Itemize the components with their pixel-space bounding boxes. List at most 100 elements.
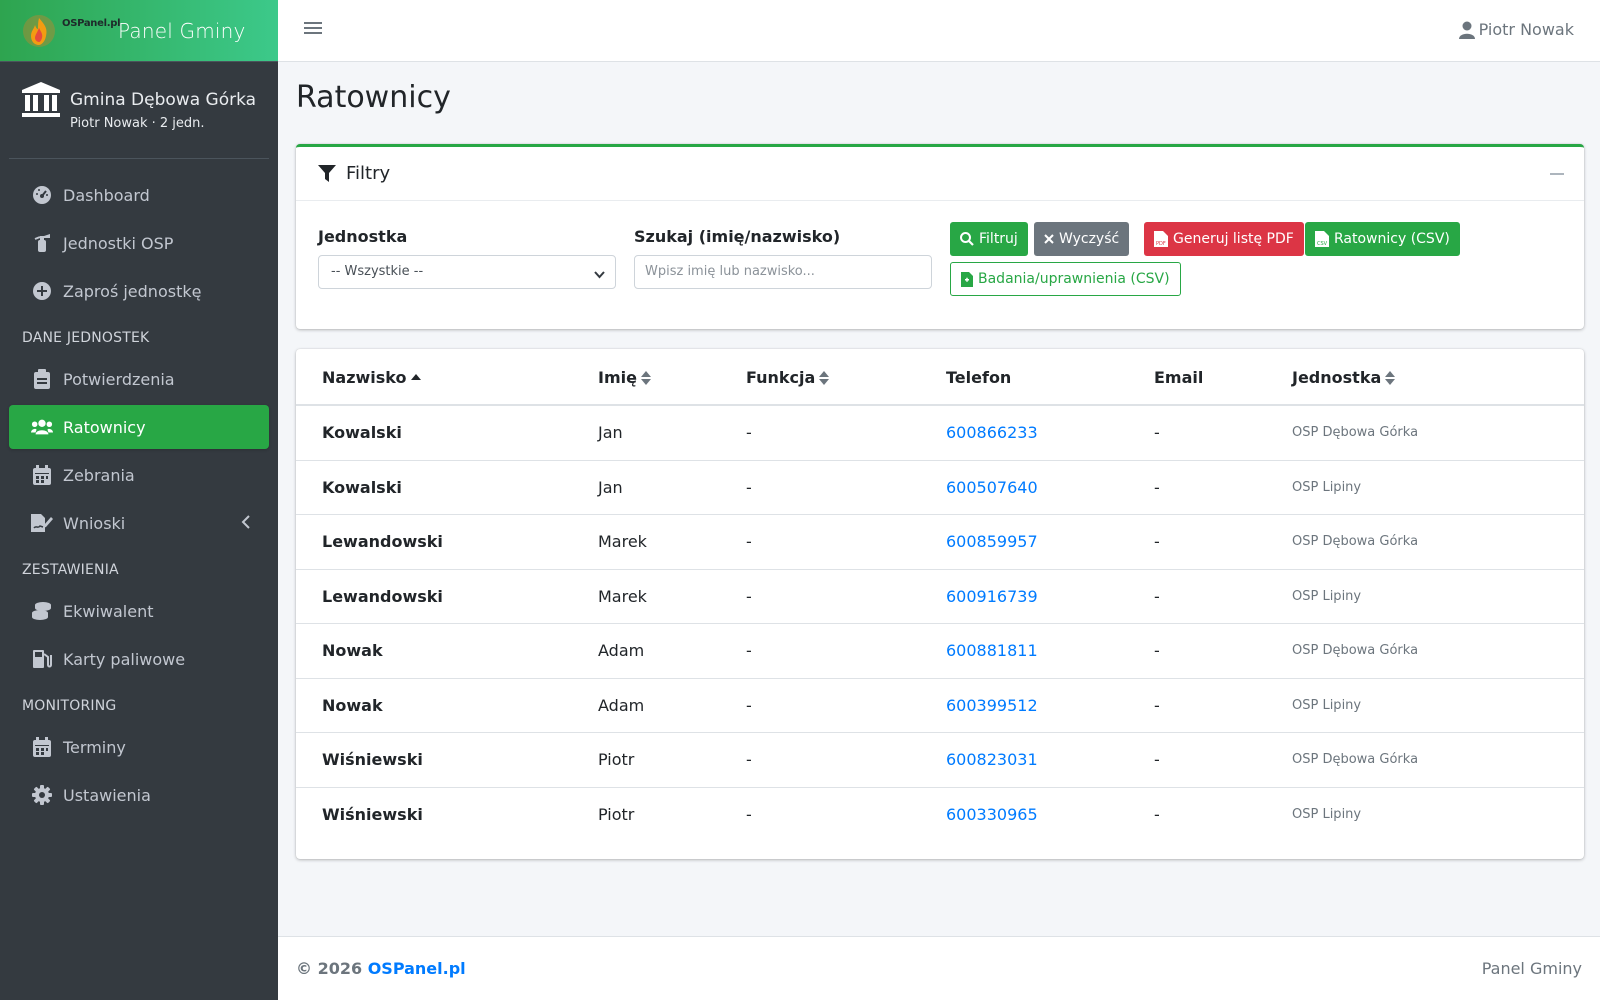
calendar-icon	[31, 464, 53, 486]
sidebar-item-label: Zaproś jednostkę	[63, 281, 202, 301]
col-funkcja-label: Funkcja	[746, 368, 816, 387]
filter-button-label: Filtruj	[979, 231, 1018, 247]
search-placeholder: Wpisz imię lub nazwisko...	[645, 264, 815, 279]
generate-pdf-label: Generuj listę PDF	[1173, 231, 1294, 247]
collapse-minus-icon[interactable]	[1550, 173, 1564, 175]
gas-pump-icon	[31, 648, 53, 670]
brand-title: Panel Gminy	[118, 18, 246, 43]
cell-telefon[interactable]: 600330965	[946, 804, 1038, 824]
sidebar-item-ekwiwalent[interactable]: Ekwiwalent	[9, 589, 269, 633]
cell-jednostka: OSP Dębowa Górka	[1292, 534, 1419, 549]
jednostka-select-value: -- Wszystkie --	[331, 264, 424, 279]
coins-icon	[31, 600, 53, 622]
sidebar-item-zapros[interactable]: Zaproś jednostkę	[9, 269, 269, 313]
hamburger-menu-icon[interactable]	[304, 20, 326, 42]
table-header: Nazwisko Imię Funkcja Telefon Email Jedn…	[296, 349, 1584, 406]
user-icon	[1458, 21, 1475, 39]
cell-email: -	[1154, 750, 1160, 769]
cell-jednostka: OSP Lipiny	[1292, 588, 1362, 604]
generate-pdf-button[interactable]: PDF Generuj listę PDF	[1144, 222, 1304, 256]
sidebar-item-label: Jednostki OSP	[63, 233, 174, 253]
cell-telefon[interactable]: 600823031	[946, 750, 1038, 769]
cell-email: -	[1154, 804, 1160, 824]
jednostka-select[interactable]: -- Wszystkie --	[318, 255, 616, 289]
table-row: Kowalski Jan - 600866233 - OSP Dębowa Górka	[296, 406, 1584, 461]
col-telefon: Telefon	[946, 368, 1011, 387]
cell-nazwisko: Wiśniewski	[322, 804, 423, 824]
sidebar-item-wnioski[interactable]: Wnioski	[9, 501, 269, 545]
sidebar-item-ratownicy[interactable]: Ratownicy	[9, 405, 269, 449]
fire-extinguisher-icon	[31, 232, 53, 254]
filters-card: Filtry Jednostka -- Wszystkie -- Szukaj …	[296, 144, 1584, 329]
sidebar-item-label: Potwierdzenia	[63, 369, 175, 389]
sidebar-nav: Dashboard Jednostki OSP Zaproś jednostkę…	[0, 173, 278, 817]
col-imie[interactable]: Imię	[598, 368, 651, 387]
clipboard-icon	[31, 368, 53, 390]
cell-funkcja: -	[746, 532, 752, 551]
nav-header-dane: DANE JEDNOSTEK	[22, 330, 150, 346]
table-row: Kowalski Jan - 600507640 - OSP Lipiny	[296, 461, 1584, 515]
footer: © 2026 OSPanel.pl Panel Gminy	[278, 936, 1600, 1000]
cell-email: -	[1154, 423, 1160, 442]
cell-telefon[interactable]: 600399512	[946, 695, 1038, 715]
sidebar-item-label: Dashboard	[63, 185, 150, 205]
sort-icon	[1385, 370, 1396, 385]
cell-telefon[interactable]: 600859957	[946, 532, 1038, 551]
calendar-icon	[31, 736, 53, 758]
main-content: Ratownicy Filtry Jednostka -- Wszystkie …	[278, 62, 1600, 936]
sort-asc-icon	[410, 373, 421, 380]
filter-icon	[318, 164, 336, 183]
sort-icon	[640, 370, 651, 385]
clear-button[interactable]: Wyczyść	[1034, 222, 1130, 256]
cell-nazwisko: Kowalski	[322, 423, 402, 442]
copyright-text: © 2026	[296, 959, 363, 978]
ratownicy-csv-button[interactable]: CSV Ratownicy (CSV)	[1305, 222, 1460, 256]
search-input[interactable]: Wpisz imię lub nazwisko...	[634, 255, 932, 289]
sidebar-item-ustawienia[interactable]: Ustawienia	[9, 773, 269, 817]
nav-header-zestawienia: ZESTAWIENIA	[22, 562, 119, 578]
badania-csv-button[interactable]: Badania/uprawnienia (CSV)	[950, 262, 1181, 296]
filter-button[interactable]: Filtruj	[950, 222, 1028, 256]
cell-nazwisko: Wiśniewski	[322, 750, 423, 769]
col-email: Email	[1154, 368, 1203, 387]
brand[interactable]: OSPanel.pl Panel Gminy	[0, 0, 278, 62]
col-nazwisko-label: Nazwisko	[322, 368, 407, 387]
cell-funkcja: -	[746, 804, 752, 824]
cell-telefon[interactable]: 600866233	[946, 423, 1038, 442]
sidebar-item-dashboard[interactable]: Dashboard	[9, 173, 269, 217]
plus-circle-icon	[31, 280, 53, 302]
col-nazwisko[interactable]: Nazwisko	[322, 368, 421, 387]
sidebar-item-potwierdzenia[interactable]: Potwierdzenia	[9, 357, 269, 401]
gauge-icon	[31, 184, 53, 206]
user-menu[interactable]: Piotr Nowak	[1458, 20, 1574, 39]
search-icon	[960, 232, 974, 246]
badania-csv-label: Badania/uprawnienia (CSV)	[978, 271, 1170, 287]
footer-link[interactable]: OSPanel.pl	[367, 959, 466, 978]
sidebar-item-label: Ratownicy	[63, 417, 146, 437]
col-email-label: Email	[1154, 368, 1204, 387]
gmina-sub: Piotr Nowak · 2 jedn.	[70, 116, 205, 131]
gmina-name: Gmina Dębowa Górka	[70, 90, 257, 110]
cell-telefon[interactable]: 600916739	[946, 586, 1038, 606]
sidebar-item-zebrania[interactable]: Zebrania	[9, 453, 269, 497]
cell-telefon[interactable]: 600507640	[946, 477, 1038, 497]
footer-copyright: © 2026 OSPanel.pl	[296, 959, 466, 978]
cell-imie: Marek	[598, 532, 647, 551]
cell-nazwisko: Kowalski	[322, 477, 402, 497]
cell-funkcja: -	[746, 586, 752, 606]
cell-imie: Jan	[598, 423, 623, 442]
sidebar-item-karty[interactable]: Karty paliwowe	[9, 637, 269, 681]
cell-imie: Adam	[598, 641, 645, 660]
nav-header-monitoring: MONITORING	[22, 698, 117, 714]
col-jednostka[interactable]: Jednostka	[1292, 368, 1396, 387]
sidebar-item-terminy[interactable]: Terminy	[9, 725, 269, 769]
brand-small-text: OSPanel.pl	[62, 18, 121, 29]
sidebar-item-jednostki[interactable]: Jednostki OSP	[9, 221, 269, 265]
sidebar-item-label: Zebrania	[63, 465, 135, 485]
cell-telefon[interactable]: 600881811	[946, 641, 1038, 660]
jednostka-label: Jednostka	[318, 227, 408, 246]
landmark-icon	[22, 82, 60, 118]
table-row: Lewandowski Marek - 600859957 - OSP Dębowa Gó…	[296, 515, 1584, 570]
col-funkcja[interactable]: Funkcja	[746, 368, 830, 387]
user-panel[interactable]: Gmina Dębowa Górka Piotr Nowak · 2 jedn.	[0, 62, 278, 158]
